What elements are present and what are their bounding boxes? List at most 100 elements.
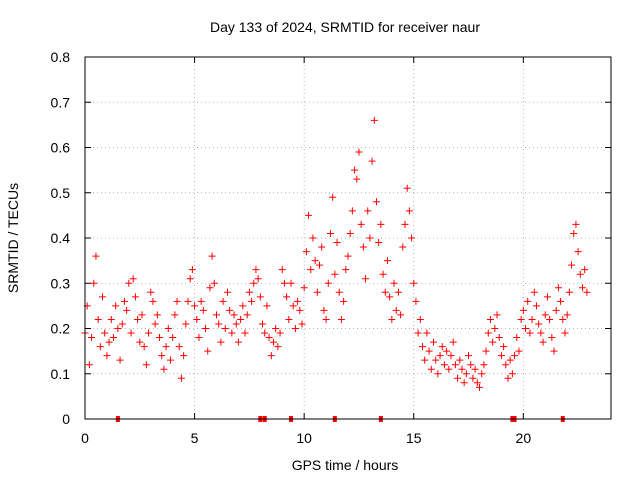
data-point <box>261 329 269 337</box>
data-point <box>221 325 229 332</box>
data-point <box>386 293 394 301</box>
x-axis-label: GPS time / hours <box>292 457 399 473</box>
data-point <box>311 257 319 265</box>
data-point <box>267 352 275 360</box>
data-point <box>206 284 214 292</box>
data-point <box>136 338 144 346</box>
data-point <box>401 220 409 228</box>
data-point <box>294 297 302 305</box>
data-point <box>88 334 96 342</box>
data-point <box>145 329 153 337</box>
data-point <box>169 334 177 342</box>
data-point <box>210 279 218 287</box>
data-point <box>346 229 354 237</box>
data-point <box>156 334 164 342</box>
data-point <box>335 288 343 296</box>
data-point <box>351 166 359 174</box>
data-point <box>188 266 196 274</box>
data-point <box>456 356 464 364</box>
data-point <box>460 379 468 387</box>
data-point <box>353 175 361 183</box>
data-point <box>230 311 238 319</box>
x-tick-label: 5 <box>191 430 199 446</box>
data-point <box>316 261 324 269</box>
data-point <box>429 338 437 346</box>
data-point <box>109 334 117 342</box>
data-point <box>532 302 540 310</box>
y-tick-label: 0.1 <box>51 366 71 382</box>
data-point <box>324 279 332 287</box>
data-point <box>333 239 341 247</box>
data-point <box>434 370 442 378</box>
data-point <box>99 293 107 301</box>
data-point <box>504 374 512 382</box>
data-point <box>105 338 113 346</box>
data-point <box>375 239 383 247</box>
data-point <box>379 270 387 278</box>
data-point <box>138 311 146 319</box>
data-point <box>197 297 205 305</box>
data-point <box>548 334 556 342</box>
chart-title: Day 133 of 2024, SRMTID for receiver nau… <box>210 19 480 35</box>
data-point <box>478 370 486 378</box>
data-point <box>414 329 422 337</box>
data-point <box>570 229 578 237</box>
data-point <box>394 288 402 296</box>
data-point <box>149 297 157 305</box>
data-point <box>305 211 313 219</box>
data-point <box>302 248 310 256</box>
data-point <box>563 311 571 319</box>
data-point <box>228 329 236 337</box>
data-point <box>581 266 589 274</box>
data-point <box>513 334 521 342</box>
data-point <box>94 315 102 323</box>
data-point <box>107 315 115 323</box>
data-point <box>519 306 527 314</box>
data-point <box>127 329 135 337</box>
data-point <box>202 325 210 332</box>
data-point <box>370 116 378 124</box>
data-point <box>508 370 516 378</box>
data-point <box>96 343 104 351</box>
axis-ticks: 0 0.1 0.2 0.3 0.4 0.5 0.6 0.7 0.8 0 5 10 15 20 <box>51 49 611 446</box>
data-point <box>443 347 451 355</box>
data-point <box>239 302 247 310</box>
data-point <box>241 329 249 337</box>
data-point <box>469 374 477 382</box>
data-point <box>559 315 567 323</box>
data-point <box>256 293 264 301</box>
data-point <box>364 207 372 215</box>
data-point <box>182 320 190 328</box>
data-point <box>383 257 391 265</box>
data-point <box>213 311 220 319</box>
data-point <box>276 329 284 337</box>
data-point <box>480 361 488 369</box>
data-point <box>583 288 591 296</box>
data-point <box>410 279 418 287</box>
data-point <box>462 370 470 378</box>
data-point <box>451 361 459 369</box>
data-point <box>447 352 455 360</box>
data-point <box>217 338 225 346</box>
data-point <box>208 252 216 260</box>
data-point <box>476 383 483 391</box>
data-point <box>134 315 142 323</box>
data-point <box>151 320 159 328</box>
data-point <box>495 334 503 342</box>
data-point <box>114 325 122 332</box>
data-point <box>522 325 530 332</box>
data-point <box>237 315 245 323</box>
data-point <box>129 275 137 283</box>
data-point <box>412 297 420 305</box>
data-point <box>537 329 545 337</box>
data-point <box>193 315 201 323</box>
data-point <box>175 343 183 351</box>
data-point <box>348 207 356 215</box>
data-point <box>449 338 457 346</box>
data-point <box>528 315 536 323</box>
data-series <box>81 116 591 391</box>
data-point <box>397 311 405 319</box>
data-point <box>526 329 534 337</box>
data-point <box>259 320 267 328</box>
